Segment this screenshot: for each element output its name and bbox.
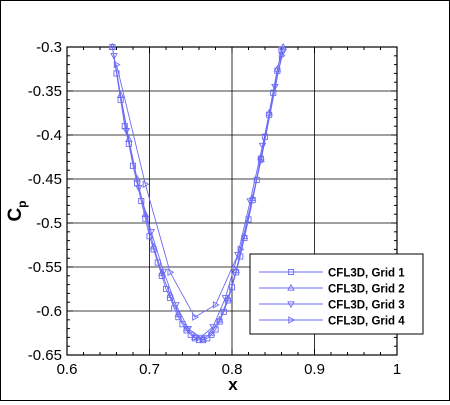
data-point — [142, 180, 150, 189]
legend-label: CFL3D, Grid 1 — [328, 268, 405, 280]
x-tick-label: 0.8 — [222, 361, 243, 378]
y-tick-label: -0.5 — [36, 215, 62, 232]
data-point — [237, 245, 245, 254]
data-point — [221, 295, 230, 302]
y-axis-label: Cp — [5, 200, 29, 221]
data-point — [224, 294, 232, 302]
data-point — [184, 325, 193, 333]
legend-marker — [288, 316, 296, 324]
data-point — [158, 269, 166, 276]
data-point — [113, 60, 121, 69]
legend-label: CFL3D, Grid 4 — [328, 316, 405, 328]
data-point — [212, 301, 220, 309]
series-line — [116, 55, 282, 318]
data-point — [162, 285, 170, 293]
data-point — [141, 210, 150, 217]
y-tick-label: -0.55 — [28, 259, 62, 276]
plot-series — [108, 42, 287, 344]
data-point — [122, 127, 131, 135]
data-point — [278, 52, 286, 60]
y-axis-label-main: C — [5, 208, 26, 222]
x-tick-label: 1 — [393, 361, 401, 378]
legend: CFL3D, Grid 1 CFL3D, Grid 2 CFL3D, Grid 3 C… — [249, 253, 424, 335]
x-axis-label: x — [228, 375, 238, 394]
data-point — [279, 48, 287, 56]
data-point — [187, 331, 194, 338]
data-point — [147, 229, 155, 236]
x-tick-label: 0.9 — [304, 361, 325, 378]
data-point — [108, 42, 117, 50]
y-tick-label: -0.4 — [36, 127, 62, 144]
legend-marker — [287, 283, 295, 291]
data-point — [192, 313, 200, 321]
x-tick-label: 0.6 — [57, 361, 78, 378]
y-tick-label: -0.6 — [36, 303, 62, 320]
y-tick-label: -0.3 — [36, 39, 62, 56]
data-point — [159, 268, 168, 276]
data-point — [167, 268, 175, 277]
axes: 0.6 0.7 0.8 0.9 1 -0.3 -0.35 -0.4 -0.45 -0.5 -0.55… — [28, 39, 401, 378]
grid-lines — [67, 47, 397, 355]
data-point — [174, 310, 183, 318]
data-point — [110, 53, 118, 60]
legend-box — [249, 253, 424, 335]
data-point — [271, 83, 279, 91]
y-tick-label: -0.45 — [28, 171, 62, 188]
data-point — [166, 291, 174, 298]
data-point — [258, 157, 266, 166]
data-point — [240, 232, 249, 239]
y-tick-label: -0.65 — [28, 347, 62, 364]
legend-item: CFL3D, Grid 4 — [259, 316, 405, 328]
legend-marker — [287, 268, 295, 276]
legend-marker — [287, 301, 295, 309]
legend-item: CFL3D, Grid 3 — [259, 300, 405, 312]
data-point — [196, 334, 205, 342]
data-point — [149, 242, 158, 250]
legend-items: CFL3D, Grid 1 CFL3D, Grid 2 CFL3D, Grid 3 C… — [259, 268, 405, 328]
data-point — [232, 266, 240, 274]
legend-label: CFL3D, Grid 3 — [328, 300, 405, 312]
legend-item: CFL3D, Grid 2 — [259, 284, 405, 296]
data-point — [209, 324, 217, 331]
x-tick-label: 0.7 — [139, 361, 160, 378]
series-4 — [113, 52, 286, 321]
data-point — [172, 302, 180, 309]
data-point — [135, 185, 143, 192]
legend-item: CFL3D, Grid 1 — [259, 268, 405, 280]
y-tick-label: -0.35 — [28, 83, 62, 100]
data-point — [215, 315, 224, 323]
legend-label: CFL3D, Grid 2 — [328, 284, 405, 296]
y-axis-label-subscript: p — [15, 200, 29, 207]
data-point — [207, 328, 216, 336]
data-point — [191, 333, 199, 341]
